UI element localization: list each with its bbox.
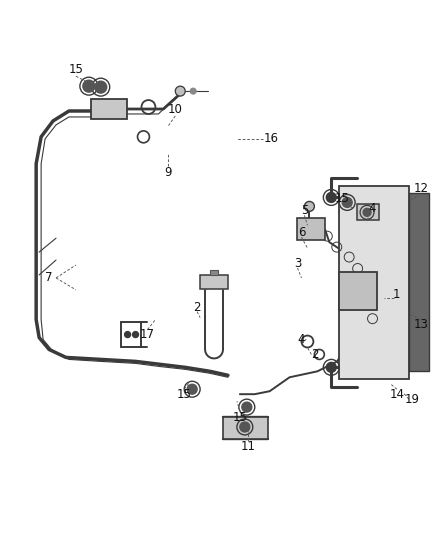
- Circle shape: [83, 80, 95, 92]
- Circle shape: [358, 291, 372, 305]
- Text: 9: 9: [165, 166, 172, 179]
- Circle shape: [326, 362, 336, 373]
- Text: 12: 12: [413, 182, 428, 195]
- Text: 15: 15: [233, 410, 247, 424]
- Bar: [223, 417, 268, 439]
- Circle shape: [240, 422, 250, 432]
- Text: 15: 15: [177, 387, 192, 401]
- Text: 4: 4: [298, 333, 305, 346]
- Circle shape: [343, 273, 361, 291]
- Bar: [200, 275, 228, 289]
- Bar: [409, 193, 429, 372]
- Text: 2: 2: [194, 301, 201, 314]
- Text: 4: 4: [368, 202, 376, 215]
- Bar: [91, 99, 127, 119]
- Circle shape: [304, 201, 314, 212]
- Text: 6: 6: [298, 225, 305, 239]
- Circle shape: [187, 384, 197, 394]
- Circle shape: [95, 81, 107, 93]
- Bar: [339, 185, 409, 379]
- Text: 15: 15: [335, 192, 350, 205]
- Text: 19: 19: [404, 393, 419, 406]
- Text: 16: 16: [264, 132, 279, 146]
- Text: 10: 10: [168, 102, 183, 116]
- Circle shape: [133, 332, 138, 337]
- Text: 5: 5: [301, 204, 308, 217]
- Text: 17: 17: [140, 328, 155, 341]
- Bar: [357, 204, 379, 220]
- Bar: [210, 270, 218, 275]
- Bar: [339, 272, 377, 310]
- Circle shape: [326, 192, 336, 203]
- Circle shape: [363, 208, 371, 216]
- Text: 11: 11: [240, 440, 255, 454]
- Text: 13: 13: [413, 318, 428, 331]
- Circle shape: [190, 88, 196, 94]
- Text: 14: 14: [389, 387, 404, 401]
- Text: 1: 1: [393, 288, 401, 301]
- Text: 15: 15: [68, 63, 83, 76]
- Circle shape: [342, 197, 352, 207]
- Text: 3: 3: [294, 256, 301, 270]
- Text: 7: 7: [46, 271, 53, 285]
- Text: 2: 2: [311, 348, 318, 361]
- Circle shape: [175, 86, 185, 96]
- Bar: [297, 219, 325, 240]
- Circle shape: [242, 402, 252, 412]
- Circle shape: [124, 332, 131, 337]
